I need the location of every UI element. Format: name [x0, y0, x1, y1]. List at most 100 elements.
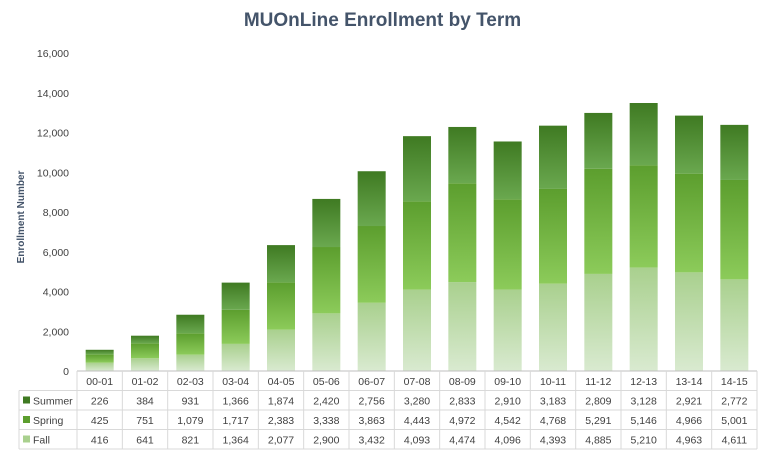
bar-spring-13-14	[675, 173, 703, 273]
data-label: 3,183	[540, 396, 566, 408]
bar-spring-09-10	[493, 199, 522, 290]
data-label: 4,093	[404, 435, 430, 447]
data-label: 2,756	[359, 396, 385, 408]
bar-spring-14-15	[720, 179, 749, 280]
data-label: 931	[182, 396, 200, 408]
data-label: 1,874	[268, 396, 294, 408]
legend-key-spring	[23, 416, 30, 423]
data-label: 3,280	[404, 396, 430, 408]
y-tick-label: 14,000	[37, 88, 69, 100]
data-label: 416	[91, 435, 109, 447]
data-label: 2,420	[313, 396, 339, 408]
data-label: 641	[136, 435, 154, 447]
bar-fall-14-15	[720, 279, 749, 371]
data-label: 4,474	[449, 435, 475, 447]
y-tick-label: 10,000	[37, 167, 69, 179]
data-label: 4,885	[585, 435, 611, 447]
y-tick-label: 2,000	[43, 326, 69, 338]
data-label: 2,077	[268, 435, 294, 447]
bar-spring-00-01	[85, 354, 114, 363]
bar-summer-09-10	[493, 141, 522, 200]
bar-summer-08-09	[448, 126, 477, 184]
data-label: 226	[91, 396, 109, 408]
data-label: 4,768	[540, 415, 566, 427]
data-label: 2,809	[585, 396, 611, 408]
data-label: 2,833	[449, 396, 475, 408]
bar-fall-11-12	[584, 273, 613, 371]
x-tick-label: 13-14	[676, 376, 703, 388]
data-label: 751	[136, 415, 154, 427]
bar-summer-06-07	[357, 171, 386, 227]
data-label: 1,079	[177, 415, 203, 427]
data-label: 821	[182, 435, 200, 447]
x-tick-label: 00-01	[86, 376, 113, 388]
x-tick-label: 06-07	[358, 376, 385, 388]
x-tick-label: 12-13	[630, 376, 657, 388]
bar-fall-08-09	[448, 282, 477, 371]
bar-spring-04-05	[267, 282, 295, 330]
bar-summer-03-04	[221, 282, 250, 310]
data-label: 4,393	[540, 435, 566, 447]
bar-fall-02-03	[176, 354, 205, 371]
x-tick-label: 01-02	[132, 376, 159, 388]
x-tick-label: 10-11	[540, 376, 566, 388]
bar-fall-07-08	[403, 289, 431, 371]
y-tick-label: 4,000	[43, 287, 69, 299]
bar-summer-10-11	[539, 125, 567, 189]
data-label: 4,611	[722, 435, 748, 447]
x-tick-label: 09-10	[494, 376, 521, 388]
legend-key-fall	[23, 435, 30, 443]
data-label: 1,364	[223, 435, 249, 447]
data-label: 2,900	[313, 435, 339, 447]
data-label: 3,128	[631, 396, 657, 408]
bar-summer-12-13	[629, 103, 658, 166]
bar-spring-05-06	[312, 247, 341, 314]
data-label: 5,001	[721, 415, 747, 427]
bar-spring-07-08	[403, 201, 431, 290]
bar-spring-03-04	[221, 309, 250, 344]
x-tick-label: 11-12	[585, 376, 611, 388]
legend-key-summer	[23, 396, 30, 404]
bar-fall-03-04	[221, 343, 250, 371]
data-label: 5,210	[631, 435, 657, 447]
bar-fall-13-14	[675, 272, 703, 371]
data-label: 425	[91, 415, 109, 427]
bar-fall-09-10	[493, 289, 522, 371]
data-label: 1,717	[223, 415, 249, 427]
bar-summer-14-15	[720, 124, 749, 180]
bar-summer-01-02	[131, 335, 159, 344]
data-label: 3,863	[359, 415, 385, 427]
data-label: 384	[136, 396, 154, 408]
bar-fall-10-11	[539, 283, 567, 371]
bar-summer-05-06	[312, 198, 341, 248]
chart-title: MUOnLine Enrollment by Term	[243, 10, 522, 31]
legend-label-summer: Summer	[33, 396, 73, 408]
data-label: 2,383	[268, 415, 294, 427]
data-label: 2,772	[721, 396, 747, 408]
x-tick-label: 07-08	[404, 376, 431, 388]
data-label: 4,966	[676, 415, 702, 427]
data-label: 1,366	[223, 396, 249, 408]
data-label: 4,096	[495, 435, 521, 447]
bar-fall-01-02	[131, 358, 159, 371]
bar-summer-07-08	[403, 136, 431, 202]
y-tick-label: 12,000	[37, 128, 69, 140]
bar-fall-05-06	[312, 313, 341, 371]
bar-fall-04-05	[267, 329, 295, 371]
y-tick-label: 8,000	[43, 207, 69, 219]
data-label: 4,972	[449, 415, 475, 427]
bar-summer-13-14	[675, 115, 703, 174]
data-label: 2,921	[676, 396, 702, 408]
data-label: 4,542	[495, 415, 521, 427]
data-label: 5,291	[585, 415, 611, 427]
x-tick-label: 08-09	[449, 376, 476, 388]
y-axis-title: Enrollment Number	[16, 171, 27, 264]
bar-summer-04-05	[267, 245, 295, 283]
data-label: 3,338	[313, 415, 339, 427]
x-tick-label: 02-03	[177, 376, 204, 388]
bar-spring-02-03	[176, 333, 205, 355]
bar-summer-11-12	[584, 112, 613, 169]
y-tick-label: 6,000	[43, 247, 69, 259]
data-table: 00-01 01-02 02-03 03-04 04-05 05-06 06-07 07-08…	[18, 370, 758, 450]
